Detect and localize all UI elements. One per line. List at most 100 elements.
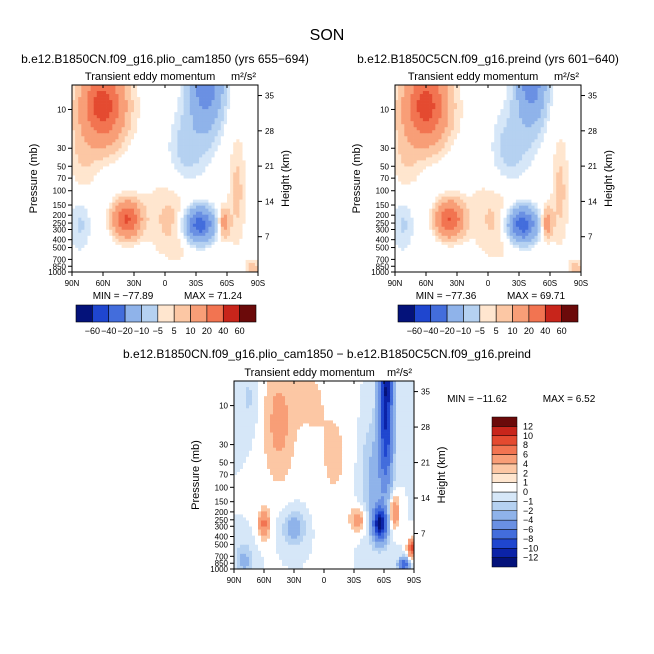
contour-cell — [453, 142, 458, 146]
contour-cell — [248, 232, 253, 237]
contour-cell — [199, 241, 203, 246]
contour-cell — [103, 112, 107, 116]
contour-cell — [248, 178, 253, 182]
contour-cell — [227, 190, 231, 194]
contour-cell — [124, 103, 129, 107]
contour-cell — [205, 196, 209, 200]
contour-cell — [174, 181, 178, 185]
contour-cell — [109, 112, 113, 116]
contour-cell — [217, 136, 222, 140]
contour-cell — [211, 178, 215, 182]
contour-cell — [124, 112, 129, 116]
contour-cell — [165, 97, 169, 101]
contour-cell — [81, 124, 85, 128]
contour-cell — [450, 109, 455, 113]
contour-cell — [223, 121, 228, 125]
contour-cell — [140, 250, 144, 255]
contour-cell — [177, 124, 181, 128]
contour-cell — [149, 139, 153, 143]
contour-cell — [180, 154, 184, 158]
contour-cell — [180, 223, 184, 228]
contour-cell — [205, 187, 209, 191]
contour-cell — [500, 121, 504, 125]
contour-cell — [202, 106, 206, 110]
contour-cell — [134, 88, 138, 92]
contour-cell — [227, 205, 231, 210]
contour-cell — [196, 256, 200, 261]
contour-cell — [149, 238, 153, 243]
contour-cell — [127, 178, 132, 182]
contour-cell — [149, 187, 153, 191]
contour-cell — [177, 187, 181, 191]
contour-cell — [192, 247, 197, 252]
contour-cell — [196, 199, 200, 203]
contour-cell — [553, 94, 557, 98]
contour-cell — [419, 100, 424, 104]
contour-cell — [208, 139, 212, 143]
contour-cell — [220, 139, 225, 143]
contour-cell — [75, 133, 79, 137]
contour-cell — [211, 259, 215, 264]
contour-cell — [202, 172, 206, 176]
contour-cell — [109, 154, 113, 158]
contour-cell — [81, 253, 85, 258]
contour-cell — [121, 142, 126, 146]
contour-cell — [447, 121, 452, 125]
contour-cell — [214, 112, 219, 116]
contour-cell — [72, 268, 76, 273]
contour-cell — [220, 199, 225, 203]
contour-cell — [118, 109, 122, 113]
contour-cell — [171, 175, 175, 179]
contour-cell — [515, 139, 520, 143]
contour-cell — [109, 166, 113, 170]
contour-cell — [96, 121, 101, 125]
contour-cell — [546, 118, 551, 122]
contour-cell — [460, 103, 464, 107]
contour-cell — [75, 202, 79, 206]
contour-cell — [158, 178, 163, 182]
contour-cell — [106, 136, 110, 140]
contour-cell — [174, 175, 178, 179]
contour-cell — [444, 127, 449, 131]
contour-cell — [137, 178, 141, 182]
contour-cell — [143, 163, 147, 167]
contour-cell — [413, 94, 418, 98]
contour-cell — [124, 244, 129, 249]
contour-cell — [491, 136, 495, 140]
contour-cell — [519, 91, 523, 95]
contour-cell — [96, 151, 101, 155]
contour-cell — [233, 148, 237, 152]
contour-cell — [223, 163, 228, 167]
contour-cell — [99, 244, 104, 249]
contour-cell — [202, 163, 206, 167]
contour-cell — [109, 268, 113, 273]
contour-cell — [214, 160, 219, 164]
contour-cell — [109, 91, 113, 95]
contour-cell — [183, 241, 188, 246]
contour-cell — [177, 136, 181, 140]
contour-cell — [202, 217, 206, 222]
contour-cell — [112, 166, 116, 170]
contour-cell — [519, 109, 523, 113]
contour-cell — [577, 142, 582, 146]
contour-cell — [562, 130, 566, 134]
contour-cell — [199, 214, 203, 219]
contour-cell — [78, 124, 82, 128]
contour-cell — [87, 112, 91, 116]
contour-cell — [155, 217, 160, 222]
contour-cell — [227, 166, 231, 170]
contour-cell — [78, 250, 82, 255]
contour-cell — [531, 100, 535, 104]
contour-cell — [398, 91, 402, 95]
contour-cell — [130, 190, 135, 194]
contour-cell — [168, 259, 172, 264]
contour-cell — [180, 175, 184, 179]
contour-cell — [72, 247, 76, 252]
contour-cell — [140, 220, 144, 225]
contour-cell — [488, 127, 492, 131]
contour-cell — [112, 127, 116, 131]
panel-plio: b.e12.B1850CN.f09_g16.plio_cam1850 (yrs … — [21, 52, 309, 302]
contour-cell — [242, 244, 246, 249]
contour-cell — [233, 115, 237, 119]
contour-cell — [152, 145, 157, 149]
